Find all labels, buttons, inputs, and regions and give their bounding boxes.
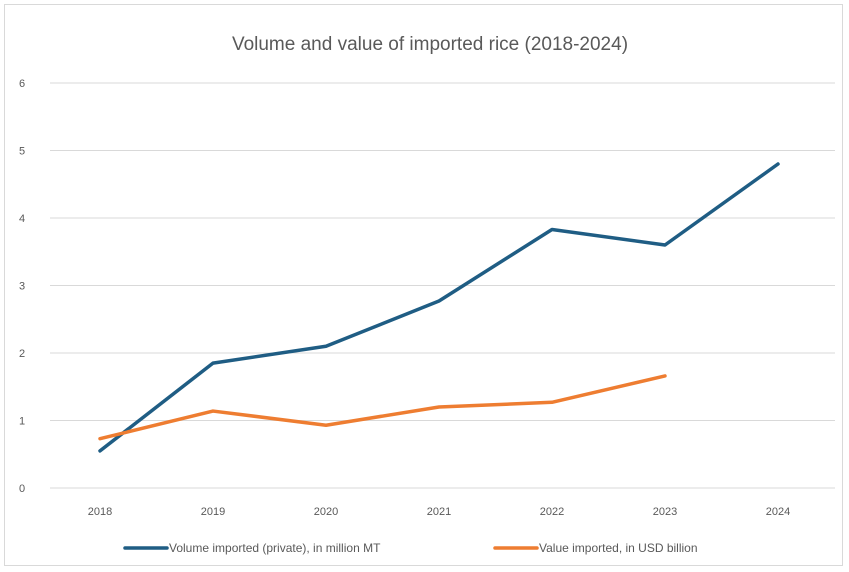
y-tick-label: 4 (19, 213, 25, 225)
y-tick-label: 5 (19, 146, 25, 158)
chart-title: Volume and value of imported rice (2018-… (232, 34, 628, 55)
x-tick-label: 2020 (314, 506, 338, 518)
y-axis-ticks: 0 1 2 3 4 5 6 (19, 78, 25, 495)
series-line-1 (98, 162, 780, 453)
x-tick-label: 2022 (540, 506, 564, 518)
y-tick-label: 3 (19, 281, 25, 293)
legend: Volume imported (private), in million MT… (123, 541, 698, 555)
y-tick-label: 1 (19, 416, 25, 428)
x-axis-ticks: 2018 2019 2020 2021 2022 2023 2024 (88, 506, 790, 518)
y-tick-label: 2 (19, 348, 25, 360)
gridlines (50, 82, 835, 489)
y-tick-label: 0 (19, 483, 25, 495)
x-tick-label: 2023 (653, 506, 677, 518)
x-tick-label: 2018 (88, 506, 112, 518)
y-tick-label: 6 (19, 78, 25, 90)
legend-label: Value imported, in USD billion (539, 541, 698, 555)
x-tick-label: 2021 (427, 506, 451, 518)
series-line-2 (98, 374, 667, 441)
series-lines (98, 162, 780, 453)
x-tick-label: 2019 (201, 506, 225, 518)
legend-label: Volume imported (private), in million MT (169, 541, 381, 555)
x-tick-label: 2024 (766, 506, 790, 518)
